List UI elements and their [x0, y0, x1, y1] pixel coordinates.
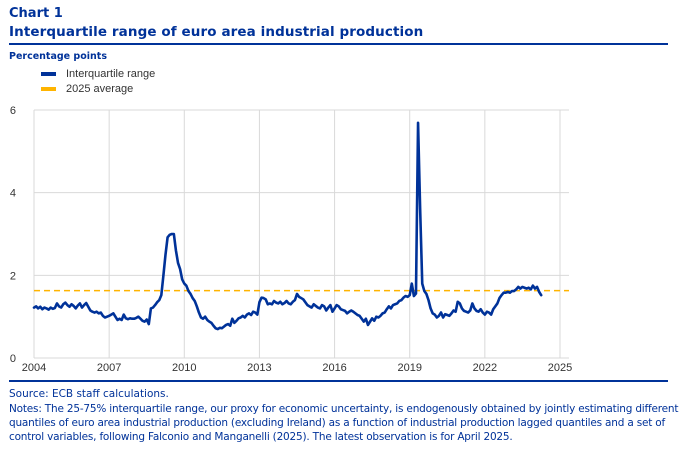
x-tick-label: 2019 — [397, 362, 421, 374]
y-axis-ticks: 0 2 4 6 — [10, 105, 16, 365]
x-tick-label: 2025 — [548, 362, 572, 374]
y-tick-label: 0 — [10, 353, 16, 365]
y-tick-label: 4 — [10, 188, 16, 200]
legend-label: 2025 average — [66, 83, 134, 95]
chart-title: Interquartile range of euro area industr… — [9, 24, 424, 40]
x-tick-label: 2010 — [172, 362, 196, 374]
line-chart: 0 2 4 6 2004 2007 2010 2013 2016 2019 2022 2025 — [10, 105, 572, 374]
x-axis-ticks: 2004 2007 2010 2013 2016 2019 2022 2025 — [22, 362, 572, 374]
x-tick-label: 2016 — [322, 362, 346, 374]
x-tick-label: 2007 — [97, 362, 121, 374]
legend-swatch-yellow-icon — [41, 87, 56, 91]
chart-number: Chart 1 — [9, 6, 63, 21]
footer-divider — [9, 380, 668, 382]
legend-item-interquartile-range: Interquartile range — [41, 67, 155, 81]
legend-label: Interquartile range — [66, 68, 156, 80]
source-note: Source: ECB staff calculations. — [9, 388, 169, 400]
grid-lines — [33, 109, 569, 359]
notes-text: Notes: The 25-75% interquartile range, o… — [9, 403, 679, 443]
legend-swatch-blue-icon — [41, 72, 56, 76]
y-tick-label: 6 — [10, 105, 16, 117]
series-interquartile-range-line — [32, 121, 543, 331]
x-tick-label: 2013 — [247, 362, 271, 374]
unit-label: Percentage points — [9, 51, 107, 62]
y-tick-label: 2 — [10, 270, 16, 282]
x-tick-label: 2004 — [22, 362, 46, 374]
legend-item-2025-average: 2025 average — [41, 82, 133, 96]
x-tick-label: 2022 — [473, 362, 497, 374]
title-divider — [9, 43, 668, 45]
